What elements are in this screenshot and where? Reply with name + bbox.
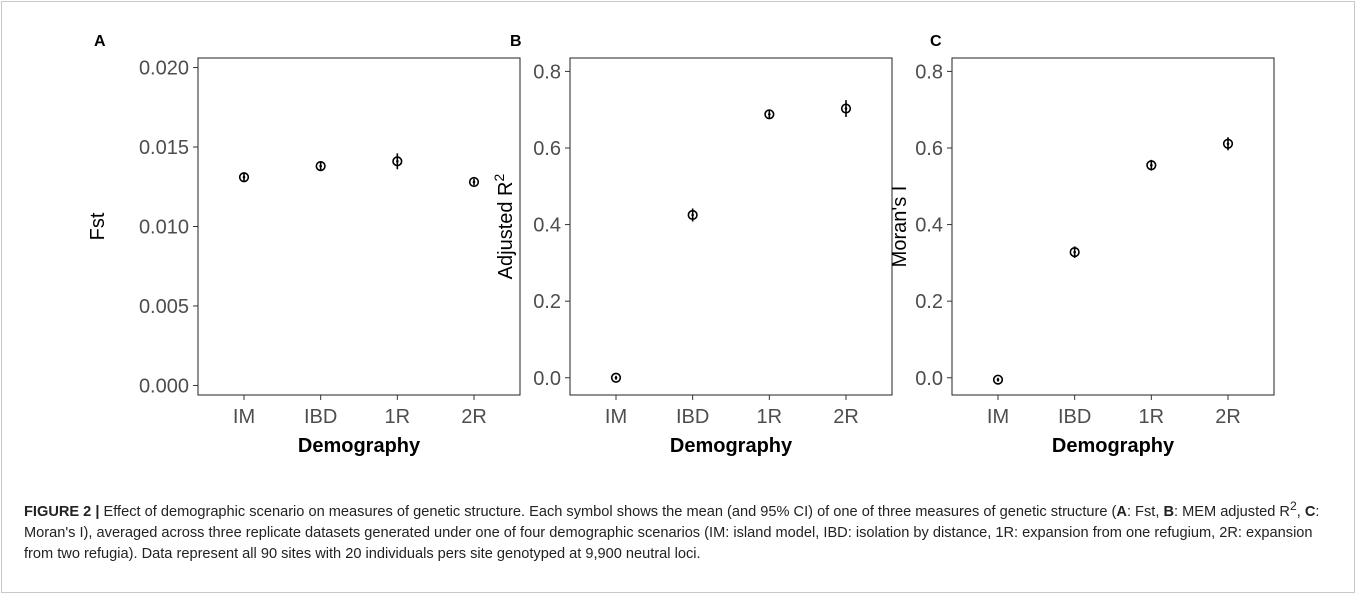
chart-2-data-point: [992, 374, 1004, 385]
chart-2-data-point: [1222, 138, 1234, 149]
chart-0-panel-label: A: [94, 33, 106, 50]
chart-2-ytick-label: 0.4: [915, 215, 943, 237]
chart-0-xtick-label: 2R: [461, 406, 487, 428]
chart-1-data-point: [840, 103, 852, 114]
chart-0-ytick-label: 0.000: [139, 375, 189, 397]
chart-2-data-point-center: [1073, 250, 1076, 254]
caption-text-4: ,: [1296, 503, 1305, 520]
chart-1-plot-frame: [569, 57, 893, 396]
caption-text-3: : MEM adjusted R: [1173, 503, 1290, 520]
chart-2-xtick-label: 1R: [1139, 406, 1165, 428]
chart-1-xtick-label: 1R: [757, 406, 783, 428]
chart-2-ytick-label: 0.6: [915, 138, 943, 160]
chart-2-xlabel: Demography: [1052, 435, 1175, 457]
chart-1-data-point: [687, 209, 698, 221]
chart-1-ytick-label: 0.4: [533, 215, 561, 237]
caption-text-2: : Fst,: [1126, 503, 1164, 520]
chart-1-xtick-label: IM: [605, 406, 627, 428]
caption-text-5: : Moran's I), averaged across three repl…: [24, 503, 1320, 562]
chart-0-xlabel: Demography: [298, 435, 421, 457]
chart-0-xtick-label: 1R: [385, 406, 411, 428]
caption-panel-a-label: A: [1116, 503, 1127, 520]
chart-0-data-point: [238, 172, 250, 183]
chart-0-data-point: [392, 156, 403, 167]
chart-1-panel-label: B: [510, 33, 522, 50]
chart-2-xtick-label: IBD: [1058, 406, 1091, 428]
chart-1-data-point: [610, 372, 622, 383]
chart-1-ylabel-text: Adjusted R: [495, 181, 517, 279]
chart-1-ytick-label: 0.8: [533, 61, 561, 83]
chart-2-xtick-label: IM: [987, 406, 1009, 428]
chart-0-data-point-center: [319, 164, 322, 168]
chart-0-ylabel: Fst: [87, 212, 109, 240]
chart-2-ylabel: Moran's I: [889, 186, 911, 268]
chart-0-data-point-center: [242, 175, 246, 179]
chart-2-ylabel-text: Moran's I: [889, 186, 911, 268]
chart-1-xtick-label: IBD: [676, 406, 709, 428]
chart-1-ytick-label: 0.6: [533, 138, 561, 160]
caption-superscript: 2: [1289, 499, 1297, 513]
chart-1-ytick-label: 0.2: [533, 291, 561, 313]
chart-0-xtick-label: IM: [233, 406, 255, 428]
caption-panel-b-label: B: [1163, 503, 1174, 520]
chart-2-ytick-label: 0.8: [915, 61, 943, 83]
chart-1-data-point: [764, 109, 775, 120]
charts-area: A 0.000 0.005 0.010 0.015 0.020 IM IBD 1R 2R Demog…: [87, 33, 1275, 457]
chart-0-ytick-label: 0.005: [139, 296, 189, 318]
chart-2-data-point-center: [996, 378, 1000, 381]
chart-0-data-point-center: [396, 160, 399, 163]
chart-0-ytick-label: 0.015: [139, 137, 189, 159]
chart-0-data-point: [468, 176, 480, 188]
chart-0-ytick-label: 0.020: [139, 58, 189, 80]
chart-0-data-point-center: [472, 180, 476, 184]
chart-2-panel-label: C: [930, 33, 942, 50]
chart-0-plot-frame: [197, 57, 521, 396]
chart-1-data-point-center: [691, 213, 694, 217]
chart-1-data-point-center: [844, 107, 848, 110]
chart-2-ytick-label: 0.2: [915, 291, 943, 313]
chart-2-data-point: [1146, 160, 1157, 171]
chart-2-ytick-label: 0.0: [915, 368, 943, 390]
chart-2-data-point: [1069, 247, 1080, 258]
chart-1-data-point-center: [768, 112, 771, 116]
chart-1-data-point-center: [614, 376, 618, 380]
chart-1-ytick-label: 0.0: [533, 368, 561, 390]
chart-2-data-point-center: [1226, 142, 1230, 146]
chart-1-xtick-label: 2R: [833, 406, 859, 428]
chart-2-xtick-label: 2R: [1215, 406, 1241, 428]
chart-0-ylabel-text: Fst: [87, 212, 109, 240]
chart-1-xlabel: Demography: [670, 435, 793, 457]
chart-2-plot-frame: [951, 57, 1275, 396]
chart-0-ytick-label: 0.010: [139, 217, 189, 239]
caption-panel-c-label: C: [1304, 503, 1316, 520]
caption-text-1: Effect of demographic scenario on measur…: [99, 503, 1117, 520]
chart-0-xtick-label: IBD: [304, 406, 337, 428]
chart-1-ylabel-superscript: 2: [491, 173, 507, 181]
chart-2-data-point-center: [1150, 163, 1153, 167]
figure-label: FIGURE 2 |: [24, 503, 100, 520]
figure-caption: FIGURE 2 | Effect of demographic scenari…: [24, 496, 1334, 565]
chart-0-data-point: [315, 160, 326, 172]
chart-1-ylabel: Adjusted R2: [491, 173, 517, 279]
